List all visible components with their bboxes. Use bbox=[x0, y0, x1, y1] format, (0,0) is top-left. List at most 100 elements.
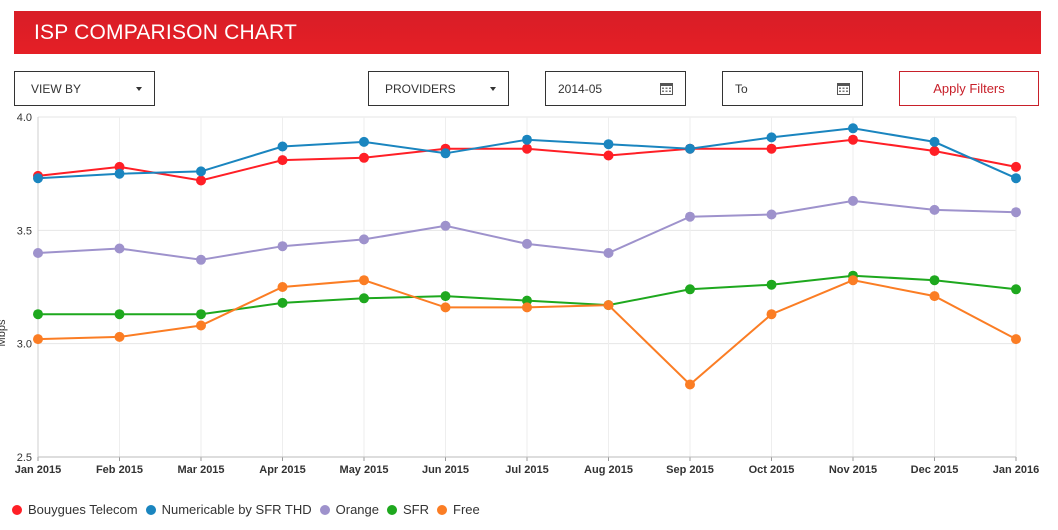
data-point[interactable] bbox=[440, 220, 451, 231]
to-date-input[interactable] bbox=[723, 80, 837, 97]
calendar-icon[interactable] bbox=[660, 82, 673, 95]
chart-legend: Bouygues Telecom Numericable by SFR THD Or… bbox=[12, 502, 488, 517]
data-point[interactable] bbox=[1011, 173, 1021, 184]
x-tick-label: Feb 2015 bbox=[96, 464, 143, 476]
data-point[interactable] bbox=[114, 331, 125, 342]
data-point[interactable] bbox=[114, 168, 125, 179]
data-point[interactable] bbox=[359, 234, 369, 245]
data-point[interactable] bbox=[196, 320, 206, 331]
data-point[interactable] bbox=[685, 284, 695, 295]
data-point[interactable] bbox=[685, 211, 695, 222]
data-point[interactable] bbox=[196, 254, 206, 265]
data-point[interactable] bbox=[766, 143, 777, 154]
data-point[interactable] bbox=[766, 309, 777, 320]
data-point[interactable] bbox=[766, 132, 777, 143]
legend-dot-icon bbox=[12, 504, 22, 515]
y-axis-label: Mbps bbox=[0, 319, 8, 346]
data-point[interactable] bbox=[603, 150, 614, 161]
data-point[interactable] bbox=[440, 148, 451, 159]
data-point[interactable] bbox=[440, 302, 451, 313]
data-point[interactable] bbox=[1011, 161, 1021, 172]
y-tick-label: 2.5 bbox=[17, 452, 32, 464]
data-point[interactable] bbox=[440, 291, 451, 302]
data-point[interactable] bbox=[929, 275, 940, 286]
data-point[interactable] bbox=[359, 293, 369, 304]
page-header: ISP COMPARISON CHART bbox=[14, 11, 1041, 54]
y-tick-label: 3.0 bbox=[17, 339, 32, 351]
data-point[interactable] bbox=[603, 248, 614, 258]
legend-label: SFR bbox=[403, 502, 430, 517]
data-point[interactable] bbox=[522, 134, 532, 145]
view-by-dropdown[interactable]: VIEW BY bbox=[14, 71, 155, 106]
data-point[interactable] bbox=[359, 152, 369, 163]
legend-item[interactable]: Free bbox=[437, 502, 480, 517]
x-tick-label: Nov 2015 bbox=[829, 464, 877, 476]
from-date-input[interactable] bbox=[546, 80, 660, 97]
data-point[interactable] bbox=[277, 297, 288, 308]
providers-dropdown[interactable]: PROVIDERS bbox=[368, 71, 509, 106]
legend-item[interactable]: SFR bbox=[387, 502, 429, 517]
chevron-down-icon bbox=[136, 86, 142, 91]
data-point[interactable] bbox=[1011, 284, 1021, 295]
y-axis: 2.5 3.0 3.5 4.0 bbox=[17, 112, 39, 464]
x-tick-label: Mar 2015 bbox=[177, 464, 224, 476]
to-date-field[interactable] bbox=[722, 71, 863, 106]
data-point[interactable] bbox=[848, 195, 858, 206]
x-tick-label: Jan 2015 bbox=[15, 464, 61, 476]
data-point[interactable] bbox=[1011, 207, 1021, 218]
data-point[interactable] bbox=[114, 243, 125, 254]
data-point[interactable] bbox=[766, 209, 777, 220]
data-point[interactable] bbox=[766, 279, 777, 290]
legend-item[interactable]: Bouygues Telecom bbox=[12, 502, 138, 517]
data-point[interactable] bbox=[1011, 334, 1021, 345]
data-point[interactable] bbox=[359, 136, 369, 147]
legend-item[interactable]: Numericable by SFR THD bbox=[145, 502, 312, 517]
data-point[interactable] bbox=[603, 139, 614, 150]
data-point[interactable] bbox=[33, 248, 43, 258]
data-point[interactable] bbox=[685, 143, 695, 154]
legend-dot-icon bbox=[437, 504, 448, 515]
data-point[interactable] bbox=[196, 166, 206, 177]
data-point[interactable] bbox=[114, 309, 125, 320]
legend-label: Bouygues Telecom bbox=[28, 502, 138, 517]
calendar-icon[interactable] bbox=[837, 82, 850, 95]
data-point[interactable] bbox=[929, 136, 940, 147]
x-tick-label: Oct 2015 bbox=[749, 464, 795, 476]
data-point[interactable] bbox=[848, 275, 858, 286]
data-point[interactable] bbox=[685, 379, 695, 390]
data-point[interactable] bbox=[277, 282, 288, 292]
data-point[interactable] bbox=[929, 204, 940, 215]
x-tick-label: Jan 2016 bbox=[993, 464, 1039, 476]
data-point[interactable] bbox=[929, 146, 940, 156]
data-point[interactable] bbox=[277, 241, 288, 252]
chart-grid bbox=[37, 116, 1017, 458]
data-point[interactable] bbox=[522, 238, 532, 249]
line-chart: 2.5 3.0 3.5 4.0 Jan 2015 Feb 2015 Mar 2015 Apr… bbox=[0, 112, 1039, 476]
legend-label: Numericable by SFR THD bbox=[161, 502, 312, 517]
legend-item[interactable]: Orange bbox=[319, 502, 379, 517]
data-point[interactable] bbox=[522, 302, 532, 313]
data-point[interactable] bbox=[522, 143, 532, 154]
x-tick-label: Aug 2015 bbox=[584, 464, 633, 476]
data-point[interactable] bbox=[196, 175, 206, 186]
data-point[interactable] bbox=[603, 300, 614, 311]
data-point[interactable] bbox=[33, 173, 43, 184]
data-point[interactable] bbox=[277, 141, 288, 152]
x-tick-label: Apr 2015 bbox=[259, 464, 305, 476]
legend-dot-icon bbox=[387, 504, 398, 515]
data-point[interactable] bbox=[277, 155, 288, 166]
data-point[interactable] bbox=[33, 309, 43, 320]
apply-filters-button[interactable]: Apply Filters bbox=[899, 71, 1039, 106]
view-by-label: VIEW BY bbox=[31, 81, 82, 96]
x-tick-label: Sep 2015 bbox=[666, 464, 714, 476]
data-point[interactable] bbox=[929, 291, 940, 302]
data-point[interactable] bbox=[359, 275, 369, 286]
data-point[interactable] bbox=[33, 334, 43, 345]
data-point[interactable] bbox=[848, 123, 858, 134]
providers-label: PROVIDERS bbox=[385, 81, 456, 96]
x-tick-label: Jun 2015 bbox=[422, 464, 469, 476]
data-point[interactable] bbox=[196, 309, 206, 320]
data-point[interactable] bbox=[848, 134, 858, 145]
from-date-field[interactable] bbox=[545, 71, 686, 106]
chevron-down-icon bbox=[490, 86, 496, 91]
